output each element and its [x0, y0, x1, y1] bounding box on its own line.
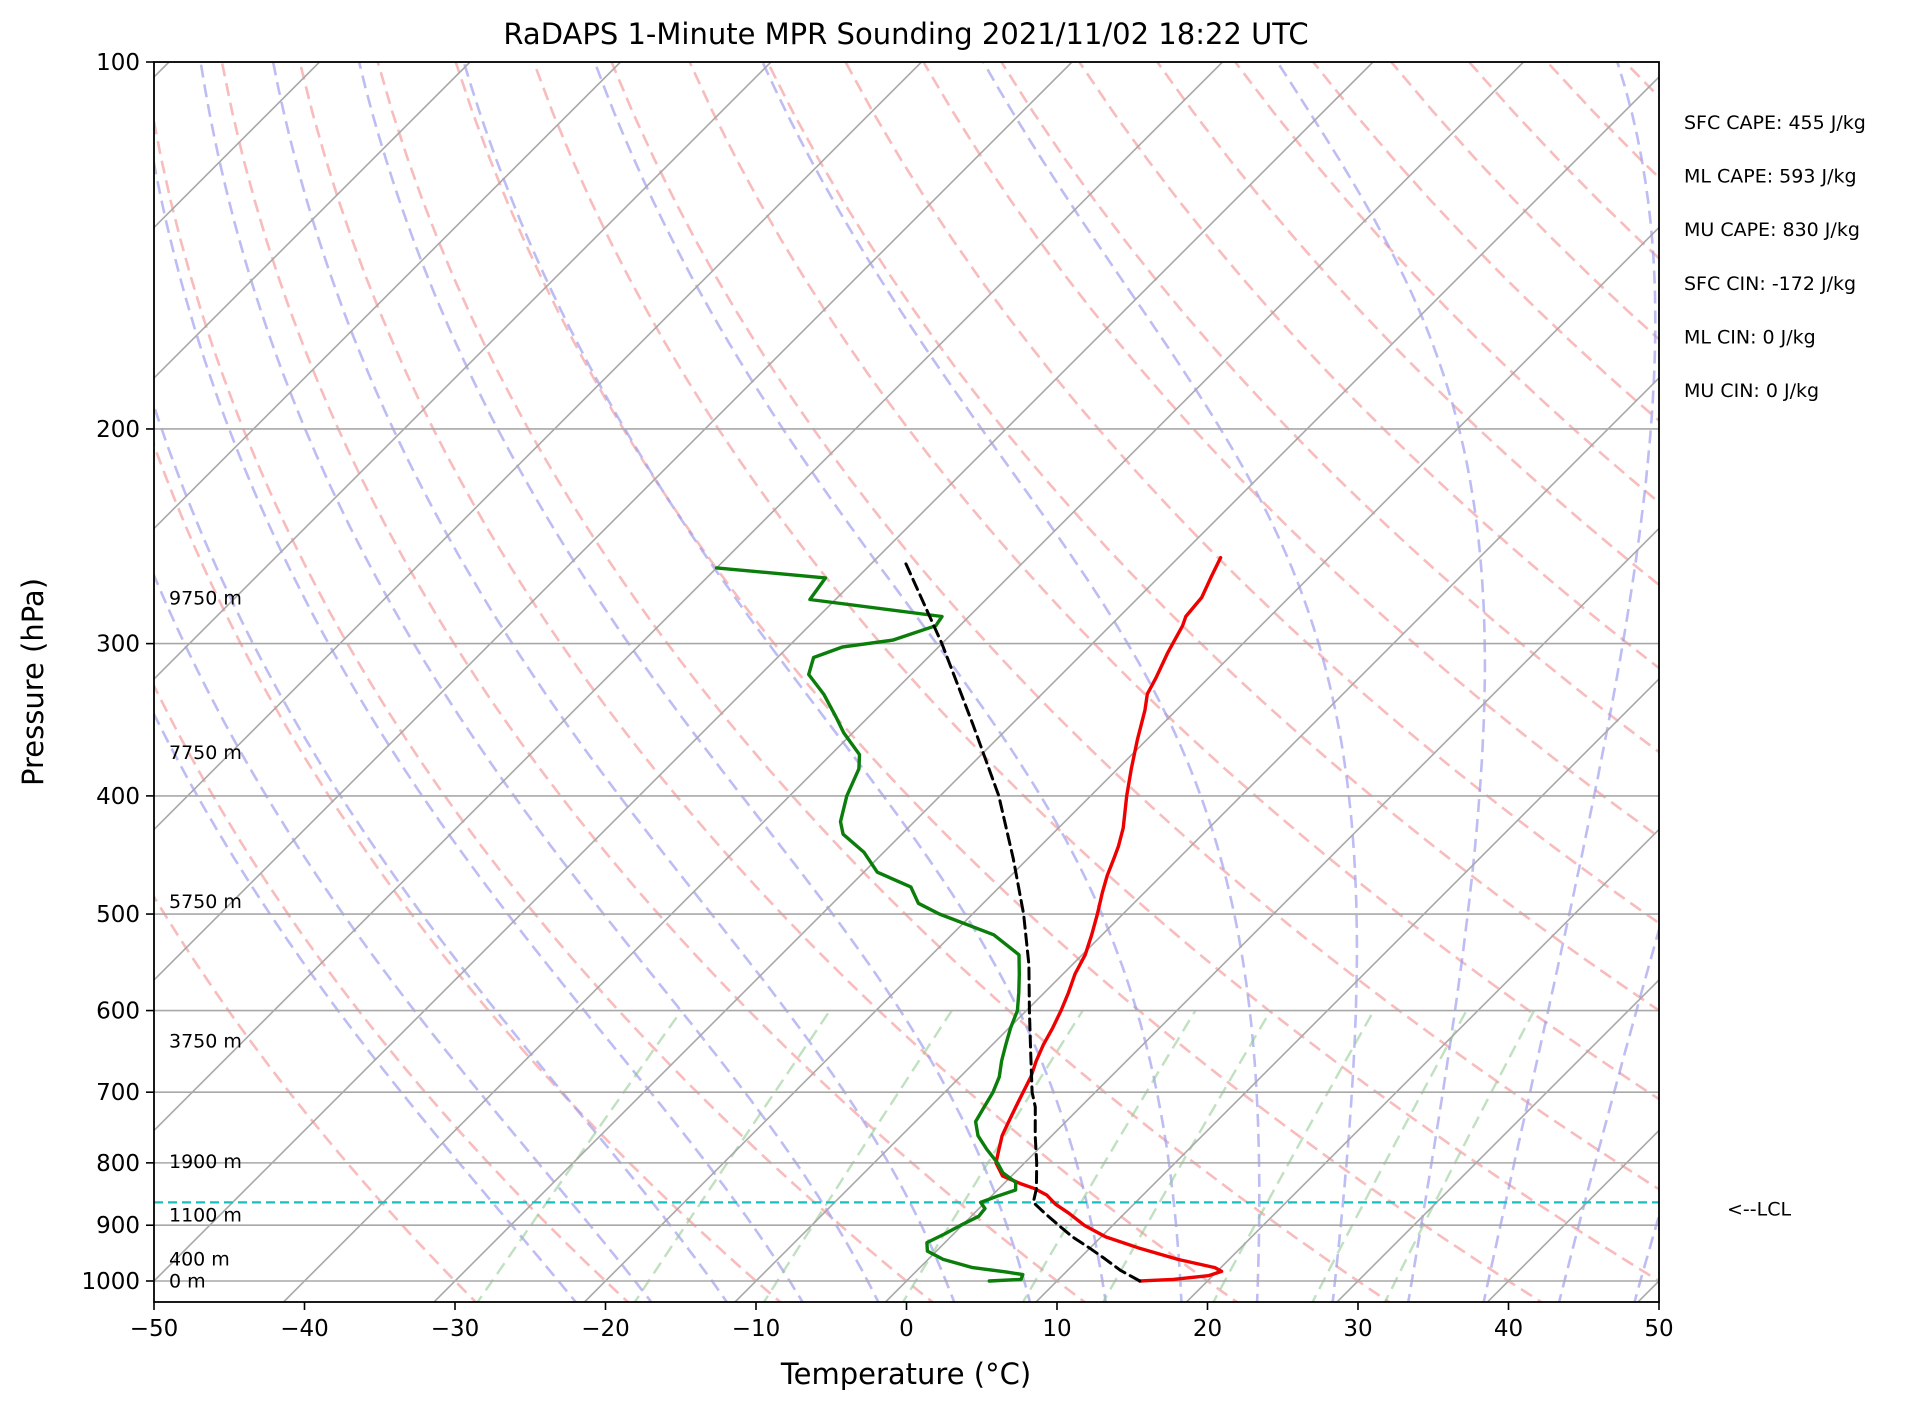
y-tick-label: 200 — [96, 417, 140, 443]
mixing-ratio-line — [476, 1009, 683, 1302]
moist-adiabat — [357, 62, 1032, 1302]
dry-adiabat — [922, 62, 1659, 839]
dry-adiabat — [454, 62, 1544, 1302]
dry-adiabat — [298, 62, 1240, 1302]
stat-annotation: ML CAPE: 593 J/kg — [1684, 166, 1857, 188]
height-label: 7750 m — [169, 742, 242, 764]
moist-adiabat — [1557, 924, 1659, 1302]
isotherm — [884, 527, 1659, 1302]
moist-adiabat — [1482, 62, 1657, 1302]
x-axis-label: Temperature (°C) — [780, 1357, 1031, 1391]
y-tick-label: 300 — [96, 632, 140, 658]
isotherm — [154, 62, 772, 681]
height-label: 3750 m — [169, 1031, 242, 1053]
dry-adiabat — [766, 62, 1659, 1013]
dry-adiabat — [532, 62, 1659, 1283]
isotherm — [583, 226, 1659, 1302]
isotherm — [154, 62, 622, 530]
mixing-ratio-line — [1101, 1009, 1272, 1302]
isotherm — [432, 75, 1659, 1302]
x-tick-label: −30 — [431, 1316, 480, 1342]
height-label: 9750 m — [169, 588, 242, 610]
x-tick-label: 10 — [1042, 1316, 1071, 1342]
parcel-path-line — [904, 562, 1142, 1283]
x-tick-label: −40 — [280, 1316, 329, 1342]
x-tick-label: −10 — [732, 1316, 781, 1342]
mixing-ratio-line — [1021, 1009, 1197, 1302]
moist-adiabat — [982, 62, 1359, 1302]
stat-annotation: SFC CAPE: 455 J/kg — [1684, 112, 1866, 134]
isotherm — [1185, 828, 1659, 1302]
stat-annotation: MU CAPE: 830 J/kg — [1684, 219, 1860, 241]
axis-ticks: −50 −40 −30 −20 −10 0 10 20 30 40 50 1000 900 800 700 6… — [81, 50, 1673, 1342]
dry-adiabat — [844, 62, 1659, 925]
moist-adiabat — [462, 62, 1108, 1302]
moist-adiabat — [154, 711, 578, 1302]
lcl-label: <--LCL — [1727, 1198, 1791, 1220]
dry-adiabat — [1078, 62, 1659, 670]
mixing-ratio-line — [1212, 1010, 1375, 1302]
stat-annotation: ML CIN: 0 J/kg — [1684, 326, 1816, 348]
dry-adiabat — [154, 682, 630, 1302]
chart-labels: 9750 m 7750 m 5750 m 3750 m 1900 m 1100 m 400 … — [169, 112, 1866, 1292]
y-tick-label: 800 — [96, 1151, 140, 1177]
height-label: 1100 m — [169, 1205, 242, 1227]
moist-adiabat — [154, 572, 653, 1302]
moist-adiabat — [1276, 62, 1487, 1302]
isotherm — [154, 62, 1224, 1132]
moist-adiabat — [199, 62, 880, 1302]
y-axis-label: Pressure (hPa) — [16, 578, 50, 786]
x-tick-label: 50 — [1644, 1316, 1673, 1342]
isotherm — [154, 62, 923, 831]
dry-adiabat — [1000, 62, 1659, 754]
dry-adiabat — [220, 62, 1087, 1302]
isotherm — [154, 62, 1073, 982]
isotherm — [1335, 978, 1659, 1302]
height-label: 1900 m — [169, 1151, 242, 1173]
moist-adiabat — [1633, 1211, 1659, 1302]
x-tick-label: 40 — [1494, 1316, 1523, 1342]
x-tick-label: −50 — [130, 1316, 179, 1342]
isotherm — [733, 376, 1659, 1302]
x-tick-label: 20 — [1193, 1316, 1222, 1342]
isotherm — [154, 62, 1374, 1283]
y-tick-label: 700 — [96, 1080, 140, 1106]
y-tick-label: 900 — [96, 1213, 140, 1239]
temperature-line — [994, 555, 1224, 1283]
sounding-profiles — [154, 555, 1659, 1283]
y-tick-label: 1000 — [81, 1269, 140, 1295]
dry-adiabat — [610, 62, 1659, 1191]
height-label: 5750 m — [169, 891, 242, 913]
y-tick-label: 500 — [96, 902, 140, 928]
mixing-ratio-line — [762, 1009, 953, 1302]
mixing-ratio-line — [901, 1009, 1084, 1302]
dewpoint-line — [714, 566, 1025, 1283]
isotherm — [154, 62, 471, 380]
height-label: 0 m — [169, 1270, 206, 1292]
dry-adiabat — [1156, 62, 1659, 587]
stat-annotation: MU CIN: 0 J/kg — [1684, 380, 1819, 402]
x-tick-label: 30 — [1343, 1316, 1372, 1342]
moist-adiabat — [761, 62, 1261, 1302]
y-tick-label: 400 — [96, 784, 140, 810]
background-lines — [154, 62, 1659, 1302]
isotherm — [282, 62, 1525, 1302]
x-tick-label: −20 — [581, 1316, 630, 1342]
moist-adiabat — [271, 62, 956, 1302]
isotherm — [1034, 677, 1659, 1302]
moist-adiabat — [154, 156, 805, 1302]
x-tick-label: 0 — [899, 1316, 914, 1342]
mixing-ratio-line — [1383, 1010, 1536, 1302]
stat-annotation: SFC CIN: -172 J/kg — [1684, 273, 1856, 295]
chart-title: RaDAPS 1-Minute MPR Sounding 2021/11/02 … — [503, 17, 1308, 51]
dry-adiabat — [376, 62, 1392, 1302]
y-tick-label: 600 — [96, 999, 140, 1025]
mixing-ratio-line — [633, 1009, 831, 1302]
mixing-ratio-line — [1311, 1010, 1468, 1302]
height-label: 400 m — [169, 1248, 230, 1270]
y-tick-label: 100 — [96, 50, 140, 76]
moist-adiabat — [593, 62, 1183, 1302]
